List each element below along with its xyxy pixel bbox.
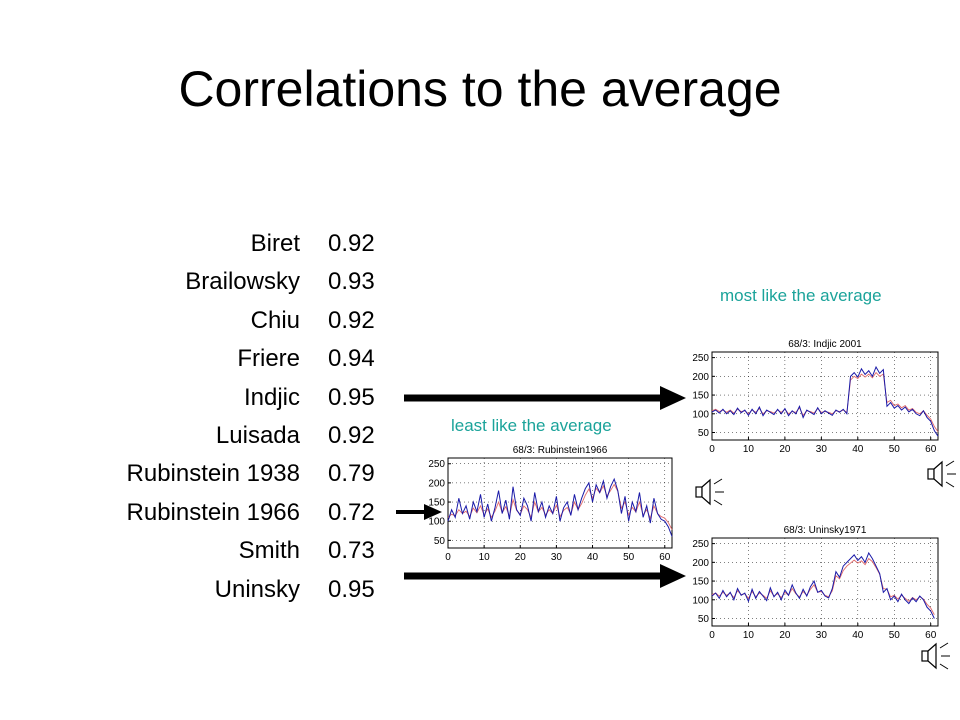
y-tick-label: 50 [698, 614, 710, 625]
x-tick-label: 0 [709, 630, 715, 641]
y-tick-label: 100 [692, 409, 709, 420]
chart-uninsky: 68/3: Uninsky1971 0 10 20 30 40 50 60 50 100 150 20… [682, 522, 952, 644]
x-tick-label: 20 [515, 552, 527, 563]
x-tick-label: 0 [445, 552, 451, 563]
slide-title: Correlations to the average [178, 61, 782, 117]
y-tick-label: 100 [692, 595, 709, 606]
chart-indjic: 68/3: Indjic 2001 0 10 20 30 40 50 60 50 100 150 20… [682, 336, 952, 458]
arrow-to-uninsky-icon [404, 564, 686, 588]
correlation-value: 0.95 [328, 383, 375, 411]
y-tick-label: 150 [692, 391, 709, 402]
chart-rubinstein: 68/3: Rubinstein1966 0 10 20 30 40 50 60 50 100 15… [418, 442, 686, 566]
performer-name: Rubinstein 1938 [126, 460, 300, 488]
arrow-to-indjic-icon [404, 386, 686, 410]
x-tick-label: 10 [743, 444, 755, 455]
speaker-icon[interactable] [924, 458, 958, 492]
performer-name: Biret [250, 230, 300, 257]
performer-name: Uninsky [214, 575, 300, 603]
arrow-to-rubinstein-icon [396, 504, 442, 520]
performance-series-line [447, 477, 673, 537]
performer-name: Indjic [243, 383, 300, 411]
y-tick-label: 250 [692, 539, 709, 550]
performer-name: Rubinstein 1966 [126, 498, 300, 526]
correlation-value: 0.73 [328, 537, 375, 565]
correlation-value: 0.79 [328, 460, 375, 488]
most-like-label: most like the average [720, 286, 882, 305]
y-tick-label: 150 [692, 577, 709, 588]
chart-title: 68/3: Uninsky1971 [784, 525, 867, 536]
speaker-icon[interactable] [692, 476, 726, 510]
y-tick-label: 200 [692, 372, 709, 383]
x-tick-label: 50 [889, 630, 901, 641]
performer-name: Brailowsky [185, 268, 300, 296]
performer-name: Smith [238, 537, 300, 565]
y-tick-label: 150 [428, 498, 445, 509]
speaker-icon[interactable] [918, 640, 952, 674]
x-tick-label: 40 [852, 444, 864, 455]
y-tick-label: 250 [692, 353, 709, 364]
correlation-value: 0.94 [328, 345, 375, 373]
chart-title: 68/3: Indjic 2001 [788, 339, 862, 350]
x-tick-label: 0 [709, 444, 715, 455]
performance-series-line [711, 365, 939, 437]
least-like-label: least like the average [451, 416, 612, 435]
x-tick-label: 60 [659, 552, 671, 563]
correlation-value: 0.92 [328, 230, 375, 257]
correlation-value: 0.95 [328, 575, 375, 603]
x-tick-label: 30 [816, 444, 828, 455]
correlation-value: 0.72 [328, 498, 375, 526]
performer-name: Chiu [250, 306, 300, 334]
x-tick-label: 40 [852, 630, 864, 641]
x-tick-label: 10 [743, 630, 755, 641]
y-tick-label: 200 [692, 558, 709, 569]
x-tick-label: 10 [479, 552, 491, 563]
chart-title: 68/3: Rubinstein1966 [513, 445, 608, 456]
x-tick-label: 20 [779, 630, 791, 641]
y-tick-label: 250 [428, 459, 445, 470]
x-tick-label: 40 [587, 552, 599, 563]
correlation-values: 0.92 0.93 0.92 0.94 0.95 0.92 0.79 0.72 … [328, 225, 375, 609]
x-tick-label: 50 [889, 444, 901, 455]
performer-name: Luisada [215, 422, 300, 450]
y-tick-label: 50 [434, 536, 446, 547]
y-tick-label: 100 [428, 517, 445, 528]
x-tick-label: 30 [551, 552, 563, 563]
correlation-value: 0.93 [328, 268, 375, 296]
correlation-value: 0.92 [328, 306, 375, 334]
plot-frame [711, 351, 939, 441]
x-tick-label: 50 [623, 552, 635, 563]
y-tick-label: 50 [698, 428, 710, 439]
performer-name: Friere [237, 345, 300, 373]
x-tick-label: 30 [816, 630, 828, 641]
performance-series-line [711, 551, 935, 619]
y-tick-label: 200 [428, 478, 445, 489]
performer-names: Biret Brailowsky Chiu Friere Indjic Luis… [127, 225, 300, 609]
correlation-value: 0.92 [328, 422, 375, 450]
x-tick-label: 60 [925, 444, 937, 455]
x-tick-label: 20 [779, 444, 791, 455]
x-tick-label: 60 [925, 630, 937, 641]
plot-frame [711, 537, 939, 627]
